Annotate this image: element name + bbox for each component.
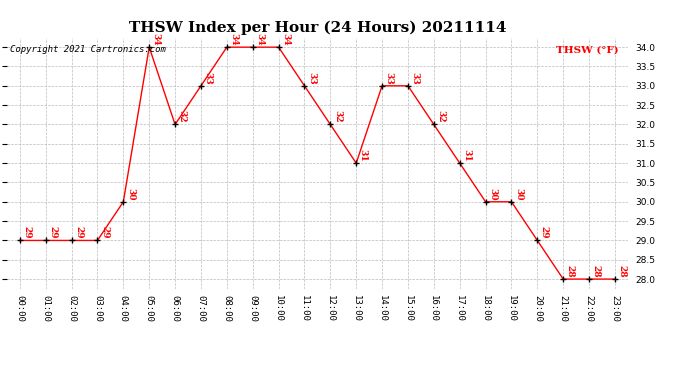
Text: 32: 32	[437, 110, 446, 123]
Text: 34: 34	[229, 33, 239, 46]
Text: 31: 31	[462, 149, 471, 162]
Text: 34: 34	[152, 33, 161, 46]
Text: 32: 32	[333, 110, 342, 123]
Text: 30: 30	[126, 188, 135, 200]
Text: 29: 29	[75, 226, 83, 239]
Title: THSW Index per Hour (24 Hours) 20211114: THSW Index per Hour (24 Hours) 20211114	[128, 21, 506, 35]
Text: 33: 33	[385, 72, 394, 84]
Text: 29: 29	[48, 226, 57, 239]
Text: 29: 29	[100, 226, 109, 239]
Text: 30: 30	[489, 188, 497, 200]
Text: 30: 30	[514, 188, 523, 200]
Text: 29: 29	[22, 226, 32, 239]
Text: 33: 33	[411, 72, 420, 84]
Text: 34: 34	[281, 33, 290, 46]
Text: 33: 33	[204, 72, 213, 84]
Text: 28: 28	[592, 265, 601, 278]
Text: 29: 29	[540, 226, 549, 239]
Text: 32: 32	[177, 110, 187, 123]
Text: THSW (°F): THSW (°F)	[556, 45, 618, 54]
Text: 28: 28	[618, 265, 627, 278]
Text: 33: 33	[307, 72, 316, 84]
Text: 34: 34	[255, 33, 264, 46]
Text: Copyright 2021 Cartronics.com: Copyright 2021 Cartronics.com	[10, 45, 166, 54]
Text: 31: 31	[359, 149, 368, 162]
Text: 28: 28	[566, 265, 575, 278]
